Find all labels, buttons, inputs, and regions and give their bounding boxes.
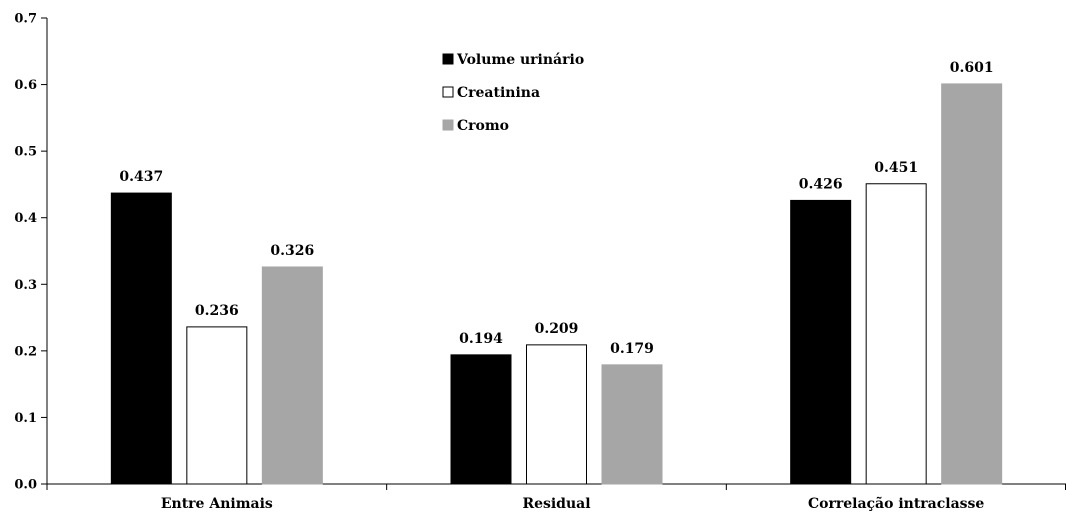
data-label: 0.426 — [799, 176, 843, 192]
data-label: 0.236 — [195, 303, 239, 319]
bar — [601, 364, 663, 485]
bar — [790, 199, 852, 485]
data-label: 0.437 — [119, 169, 163, 185]
legend-label: Volume urinário — [456, 52, 584, 68]
legend: Volume urinário Creatinina Cromo — [442, 52, 584, 134]
data-label: 0.326 — [270, 243, 314, 259]
bars — [110, 83, 1003, 485]
bar — [941, 83, 1003, 485]
legend-label: Creatinina — [457, 85, 540, 101]
y-tick-label: 0.2 — [14, 344, 37, 359]
data-label: 0.451 — [874, 160, 918, 176]
legend-swatch — [442, 119, 454, 131]
bar — [261, 266, 323, 485]
y-tick-label: 0.4 — [14, 211, 37, 226]
data-label: 0.209 — [535, 321, 579, 337]
y-tick-label: 0.3 — [14, 278, 37, 293]
legend-swatch — [442, 53, 454, 65]
bar — [186, 326, 248, 485]
x-category-label: Correlação intraclasse — [808, 495, 984, 512]
y-axis: 0.0 0.1 0.2 0.3 0.4 0.5 0.6 0.7 — [14, 12, 48, 493]
data-labels: 0.437 0.194 0.426 0.236 0.209 0.451 0.326 0.179… — [119, 60, 993, 357]
bar — [865, 183, 927, 485]
y-tick-label: 0.1 — [14, 411, 37, 426]
y-tick-label: 0.6 — [14, 78, 37, 93]
x-axis: Entre Animais Residual Correlação intracla… — [46, 483, 1066, 512]
legend-label: Cromo — [457, 118, 509, 134]
bar — [110, 192, 172, 485]
x-category-label: Residual — [522, 496, 590, 512]
data-label: 0.601 — [950, 60, 994, 76]
legend-swatch — [442, 86, 454, 98]
data-label: 0.194 — [459, 331, 503, 347]
y-tick-label: 0.5 — [14, 145, 37, 160]
bar — [526, 344, 587, 485]
data-label: 0.179 — [610, 341, 654, 357]
x-category-label: Entre Animais — [161, 496, 273, 512]
bar — [450, 354, 512, 485]
y-tick-label: 0.7 — [14, 12, 37, 27]
y-tick-label: 0.0 — [14, 478, 37, 493]
